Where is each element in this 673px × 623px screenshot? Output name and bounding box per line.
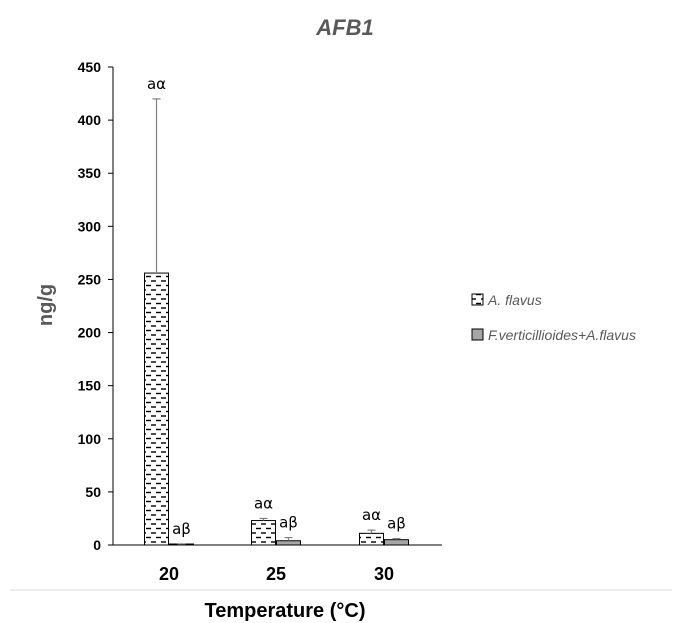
- bar-a-flavus: [251, 520, 276, 546]
- bar-annotation: aα: [147, 75, 166, 93]
- chart-title: AFB1: [315, 15, 373, 40]
- x-tick-label: 20: [159, 564, 179, 584]
- legend-swatch-a-flavus: [471, 293, 484, 306]
- bar-annotation: aβ: [387, 515, 406, 533]
- legend-swatch-fv-af: [471, 328, 484, 341]
- bar-a-flavus: [144, 272, 169, 546]
- x-tick-label: 25: [266, 564, 286, 584]
- y-tick-label: 100: [78, 431, 102, 447]
- y-tick-label: 300: [78, 218, 102, 234]
- y-axis-label: ng/g: [35, 284, 57, 326]
- bar-a-flavus: [359, 532, 384, 546]
- error-bars: [152, 98, 401, 545]
- x-axis-label: Temperature (°C): [205, 600, 366, 622]
- legend: A. flavus F.verticillioides+A.flavus: [471, 292, 636, 343]
- y-tick-label: 0: [93, 537, 101, 553]
- y-tick-label: 400: [78, 112, 102, 128]
- x-tick-label: 30: [374, 564, 394, 584]
- bar-annotation: aα: [362, 506, 381, 524]
- bar-annotation: aα: [254, 494, 273, 512]
- bar-annotation: aβ: [172, 520, 191, 538]
- y-tick-label: 150: [78, 378, 102, 394]
- y-tick-label: 200: [78, 325, 102, 341]
- legend-label-a-flavus: A. flavus: [487, 292, 542, 308]
- y-tick-label: 50: [85, 484, 101, 500]
- y-axis-ticks: 0 50 100 150 200 250 300 350 400 450: [78, 59, 113, 553]
- bar-fv-af: [276, 540, 301, 546]
- y-tick-label: 250: [78, 271, 102, 287]
- bar-fv-af: [384, 539, 409, 546]
- y-tick-label: 350: [78, 165, 102, 181]
- y-tick-label: 450: [78, 59, 102, 75]
- bar-annotation: aβ: [279, 514, 298, 532]
- legend-label-fv-af: F.verticillioides+A.flavus: [488, 327, 636, 343]
- bars: [144, 272, 409, 546]
- x-axis-ticks: 20 25 30: [159, 564, 394, 584]
